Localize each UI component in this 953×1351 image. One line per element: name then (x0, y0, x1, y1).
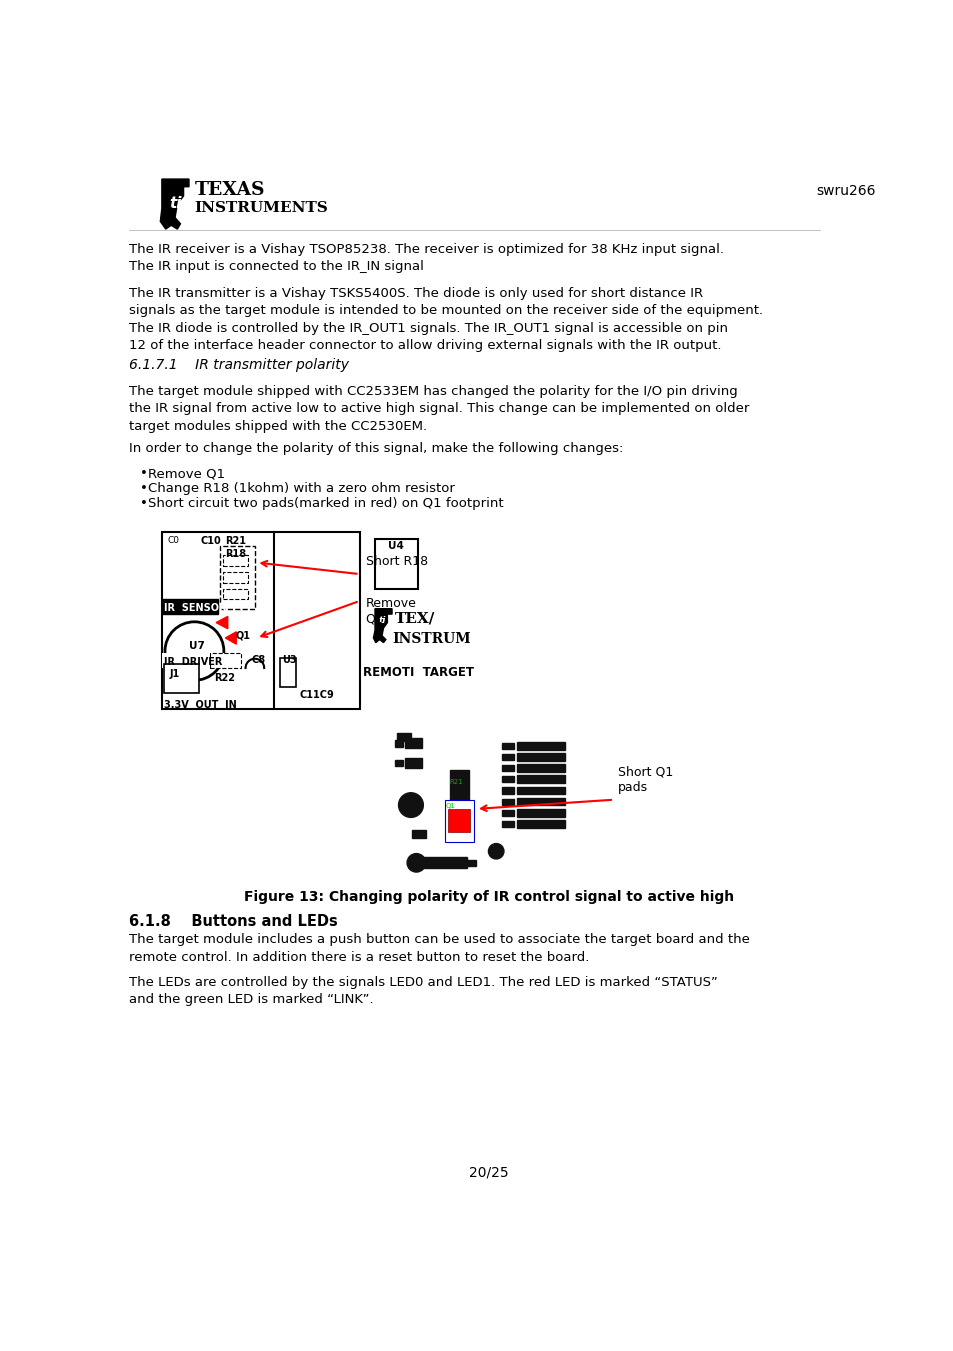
Bar (396, 734, 411, 742)
Bar (395, 759, 403, 766)
Text: ti: ti (378, 616, 386, 626)
Text: The LEDs are controlled by the signals LED0 and LED1. The red LED is marked “STA: The LEDs are controlled by the signals L… (129, 975, 717, 1006)
Bar (502, 798, 514, 805)
Polygon shape (225, 632, 236, 644)
Text: Q1: Q1 (445, 802, 456, 809)
Bar (164, 665, 199, 693)
Bar (445, 800, 474, 842)
Text: U7: U7 (189, 640, 205, 651)
Text: 3.3V  OUT  IN: 3.3V OUT IN (164, 700, 236, 709)
Bar (502, 788, 514, 793)
Text: INSTRUMENTS: INSTRUMENTS (194, 200, 328, 215)
Text: R21: R21 (225, 535, 246, 546)
Bar (465, 859, 476, 866)
Bar (223, 589, 248, 600)
Circle shape (398, 793, 423, 817)
Text: Figure 13: Changing polarity of IR control signal to active high: Figure 13: Changing polarity of IR contr… (244, 890, 733, 904)
Bar (502, 754, 514, 761)
Bar (223, 555, 248, 566)
Circle shape (407, 854, 425, 871)
Bar (404, 758, 421, 767)
Bar (517, 786, 564, 794)
Bar (517, 820, 564, 828)
Text: ti: ti (169, 196, 181, 211)
Text: IR  DRIVER: IR DRIVER (164, 657, 222, 667)
Bar (162, 532, 359, 709)
Bar (517, 765, 564, 771)
Text: TEX/: TEX/ (395, 612, 436, 626)
Text: Remove Q1: Remove Q1 (148, 467, 225, 481)
Text: In order to change the polarity of this signal, make the following changes:: In order to change the polarity of this … (129, 442, 622, 455)
Bar (395, 740, 403, 747)
Text: The target module shipped with CC2533EM has changed the polarity for the I/O pin: The target module shipped with CC2533EM … (129, 385, 748, 432)
Bar (502, 821, 514, 827)
Bar (223, 571, 248, 582)
Bar (412, 831, 426, 838)
Bar (416, 858, 466, 869)
Polygon shape (373, 609, 392, 643)
Text: 20/25: 20/25 (469, 1166, 508, 1179)
Text: REMOTI  TARGET: REMOTI TARGET (363, 666, 474, 680)
Bar (517, 797, 564, 805)
Bar (502, 765, 514, 771)
Text: TEXAS: TEXAS (194, 181, 265, 199)
Text: R18: R18 (225, 549, 246, 559)
Text: •: • (140, 482, 148, 496)
Polygon shape (160, 180, 189, 230)
Text: 6.1.8    Buttons and LEDs: 6.1.8 Buttons and LEDs (129, 915, 337, 929)
Text: swru266: swru266 (815, 184, 875, 197)
Bar (210, 653, 241, 667)
Bar (517, 753, 564, 761)
Bar (502, 777, 514, 782)
Text: U4: U4 (388, 540, 404, 551)
Text: C8: C8 (251, 655, 265, 665)
Bar (449, 770, 469, 836)
Bar (162, 653, 224, 667)
Circle shape (488, 843, 503, 859)
Bar (502, 809, 514, 816)
Text: J1: J1 (170, 669, 180, 678)
Bar (448, 809, 469, 832)
Text: 6.1.7.1    IR transmitter polarity: 6.1.7.1 IR transmitter polarity (129, 358, 348, 372)
Text: IR  SENSOR: IR SENSOR (164, 604, 227, 613)
Text: C0: C0 (167, 535, 179, 544)
Bar (517, 775, 564, 784)
Text: The IR receiver is a Vishay TSOP85238. The receiver is optimized for 38 KHz inpu: The IR receiver is a Vishay TSOP85238. T… (129, 243, 722, 273)
Text: Remove
Q1: Remove Q1 (365, 597, 416, 626)
Text: The target module includes a push button can be used to associate the target boa: The target module includes a push button… (129, 934, 749, 963)
Text: C11C9: C11C9 (299, 689, 335, 700)
Text: Short Q1
pads: Short Q1 pads (618, 766, 673, 793)
Bar (404, 739, 421, 748)
Bar (517, 742, 564, 750)
Text: R22: R22 (214, 673, 235, 682)
Text: •: • (140, 497, 148, 511)
Text: The IR transmitter is a Vishay TSKS5400S. The diode is only used for short dista: The IR transmitter is a Vishay TSKS5400S… (129, 286, 761, 353)
Text: •: • (140, 467, 148, 481)
Text: C10: C10 (200, 535, 221, 546)
Text: Short circuit two pads(marked in red) on Q1 footprint: Short circuit two pads(marked in red) on… (148, 497, 503, 511)
Bar (280, 658, 295, 688)
Bar (517, 809, 564, 816)
Text: R21: R21 (449, 780, 462, 785)
Text: Short R18: Short R18 (365, 555, 427, 567)
Bar (162, 598, 217, 615)
Polygon shape (216, 616, 228, 628)
Text: Q1: Q1 (235, 631, 251, 640)
Bar (375, 539, 417, 589)
Text: U3: U3 (282, 655, 296, 665)
Bar (502, 743, 514, 748)
Bar (220, 546, 254, 609)
Text: Change R18 (1kohm) with a zero ohm resistor: Change R18 (1kohm) with a zero ohm resis… (148, 482, 455, 496)
Text: INSTRUM: INSTRUM (392, 632, 470, 646)
